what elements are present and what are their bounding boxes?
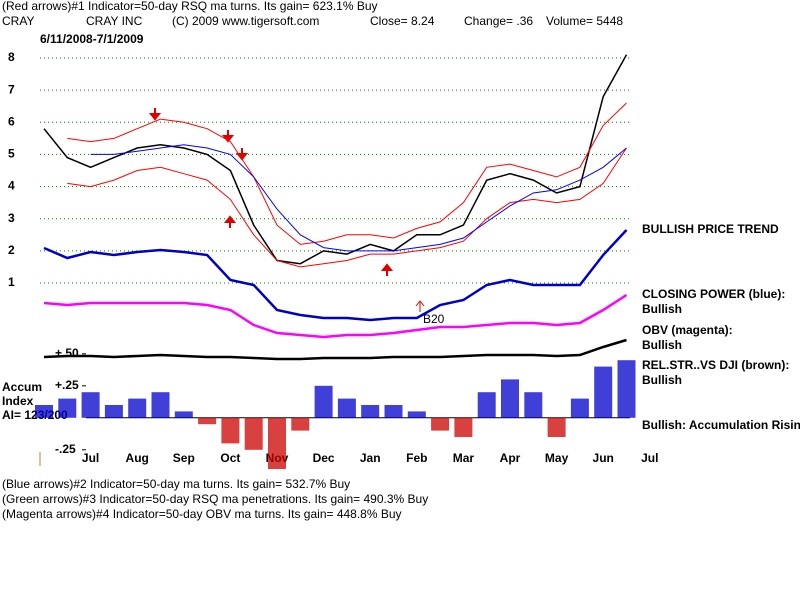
accum-bar <box>128 398 147 418</box>
y-tick-label: 8 <box>8 50 15 64</box>
x-tick-label: May <box>545 451 569 465</box>
accum-bar <box>384 405 403 418</box>
label: Bullish <box>642 338 682 352</box>
x-tick-label: Feb <box>406 451 427 465</box>
accum-bar <box>501 379 519 418</box>
accum-bar <box>361 405 380 418</box>
accum-bar <box>151 392 170 418</box>
dates: 6/11/2008-7/1/2009 <box>40 32 144 46</box>
series-line <box>67 147 627 268</box>
x-tick-label: Apr <box>500 451 521 465</box>
accum-bar <box>174 411 193 418</box>
x-tick-label: Oct <box>220 451 240 465</box>
footer-line: (Green arrows)#3 Indicator=50-day RSQ ma… <box>2 492 428 506</box>
x-tick-label: Aug <box>126 451 149 465</box>
accum-bar <box>221 417 240 444</box>
accum-bar <box>314 385 333 418</box>
y-tick-label: +.25 <box>55 378 79 392</box>
footer-line: (Blue arrows)#2 Indicator=50-day ma turn… <box>2 477 350 491</box>
accum-bar <box>291 417 310 431</box>
y-tick-label: 7 <box>8 82 15 96</box>
volume: Volume= 5448 <box>546 14 623 28</box>
footer-line: (Magenta arrows)#4 Indicator=50-day OBV … <box>2 507 402 521</box>
x-tick-label: Mar <box>453 451 475 465</box>
accum-bar <box>268 417 286 469</box>
accum-bar <box>617 360 636 418</box>
accum-bar <box>81 392 100 418</box>
label: BULLISH PRICE TREND <box>642 222 779 236</box>
x-tick-label: Jan <box>360 451 381 465</box>
y-tick-label: 4 <box>8 179 15 193</box>
y-tick-label: 2 <box>8 243 15 257</box>
label: REL.STR..VS DJI (brown): <box>642 358 789 372</box>
accum-bar <box>337 398 356 418</box>
accum-bar <box>58 398 77 418</box>
y-tick-label: +.50 <box>55 346 79 360</box>
accum-bar <box>431 417 450 431</box>
accum-bar <box>198 417 217 425</box>
x-tick-label: Sep <box>173 451 195 465</box>
label: CLOSING POWER (blue): <box>642 287 785 301</box>
symbol: CRAY <box>2 14 34 28</box>
change: Change= .36 <box>464 14 533 28</box>
y-tick-label: 1 <box>8 275 15 289</box>
accum-bar <box>570 398 589 418</box>
copyright: (C) 2009 www.tigersoft.com <box>172 14 319 28</box>
indicator-line <box>43 338 627 361</box>
x-tick-label: Jul <box>82 451 99 465</box>
label: Index <box>2 394 34 408</box>
arrow <box>415 300 425 312</box>
indicator-line <box>43 229 628 322</box>
accum-bar <box>594 366 613 418</box>
annotation: B20 <box>423 312 445 326</box>
label: Bullish <box>642 302 682 316</box>
accum-bar <box>454 417 473 437</box>
series-line <box>67 102 627 245</box>
accum-bar <box>547 417 566 437</box>
x-tick-label: Jun <box>593 451 614 465</box>
accum-bar <box>407 411 426 418</box>
label: OBV (magenta): <box>642 323 733 337</box>
y-tick-label: 6 <box>8 114 15 128</box>
label: Bullish <box>642 373 682 387</box>
accum-bar <box>524 392 543 418</box>
company: CRAY INC <box>86 14 143 28</box>
label: Accum <box>2 380 42 394</box>
indicator-line <box>43 293 628 339</box>
header-line: (Red arrows)#1 Indicator=50-day RSQ ma t… <box>2 0 378 13</box>
series-line <box>90 144 627 252</box>
label: Bullish: Accumulation Rising <box>642 418 800 432</box>
accum-bar <box>104 405 123 418</box>
x-tick-label: Jul <box>641 451 658 465</box>
series-line <box>43 54 628 265</box>
close: Close= 8.24 <box>370 14 435 28</box>
arrows <box>148 108 394 276</box>
accum-bar <box>477 392 496 418</box>
y-tick-label: 5 <box>8 147 15 161</box>
x-tick-label: Dec <box>313 451 335 465</box>
y-tick-label: -.25 <box>55 442 76 456</box>
accum-bar <box>244 417 263 450</box>
accum-bar <box>35 405 53 418</box>
y-tick-label: 3 <box>8 211 15 225</box>
